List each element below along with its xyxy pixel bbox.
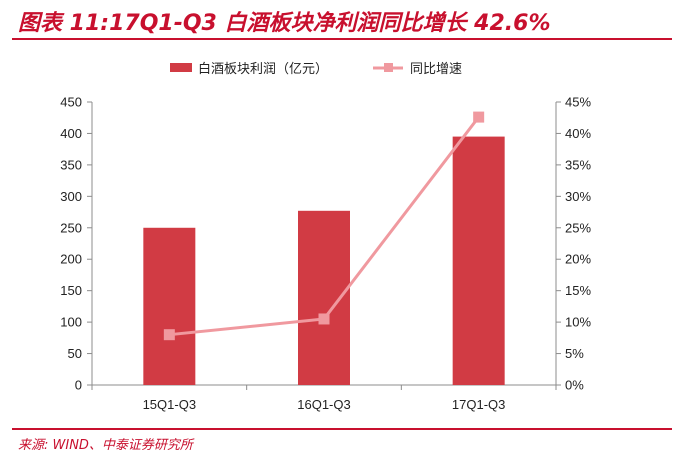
y-right-tick-label: 40% xyxy=(565,126,591,141)
legend-swatch-profit xyxy=(170,63,192,72)
growth-point xyxy=(473,111,485,123)
y-right-tick-label: 5% xyxy=(565,346,584,361)
bar xyxy=(298,210,350,385)
y-left-tick-label: 50 xyxy=(68,346,82,361)
bars xyxy=(143,136,505,385)
y-right-tick-label: 15% xyxy=(565,283,591,298)
y-left-tick-label: 400 xyxy=(60,126,82,141)
y-left-tick-label: 250 xyxy=(60,220,82,235)
y-left-tick-label: 350 xyxy=(60,157,82,172)
y-left-tick-label: 150 xyxy=(60,283,82,298)
y-left-tick-label: 300 xyxy=(60,189,82,204)
legend-label-growth: 同比增速 xyxy=(410,62,462,77)
y-left-tick-label: 450 xyxy=(60,95,82,110)
legend-label-profit: 白酒板块利润（亿元） xyxy=(198,61,328,77)
y-right-tick-label: 0% xyxy=(565,378,584,393)
source-note: 来源: WIND、中泰证券研究所 xyxy=(18,438,193,453)
y-right-tick-label: 10% xyxy=(565,315,591,330)
bar xyxy=(452,136,505,385)
legend: 白酒板块利润（亿元） 同比增速 xyxy=(170,61,462,77)
x-tick-label: 16Q1-Q3 xyxy=(297,397,350,412)
y-left-tick-label: 100 xyxy=(60,315,82,330)
y-right-tick-label: 35% xyxy=(565,157,591,172)
y-right-tick-label: 30% xyxy=(565,189,591,204)
y-right-tick-label: 25% xyxy=(565,220,591,235)
ticks: 0 50 100 150 200 250 300 350 400 450 0% 5% 10% 15% 20%… xyxy=(60,95,591,413)
y-right-tick-label: 45% xyxy=(565,95,591,110)
y-left-tick-label: 200 xyxy=(60,252,82,267)
growth-point xyxy=(163,329,175,341)
footer-rule xyxy=(12,428,672,430)
x-tick-label: 15Q1-Q3 xyxy=(143,397,196,412)
title-underline xyxy=(12,38,672,40)
growth-line xyxy=(163,111,485,341)
growth-point xyxy=(318,313,330,325)
chart-title: 图表 11:17Q1-Q3 白酒板块净利润同比增长 42.6% xyxy=(18,11,551,36)
bar xyxy=(143,227,196,385)
y-left-tick-label: 0 xyxy=(75,378,82,393)
legend-swatch-growth-marker xyxy=(384,63,393,72)
y-right-tick-label: 20% xyxy=(565,252,591,267)
x-tick-label: 17Q1-Q3 xyxy=(452,397,505,412)
